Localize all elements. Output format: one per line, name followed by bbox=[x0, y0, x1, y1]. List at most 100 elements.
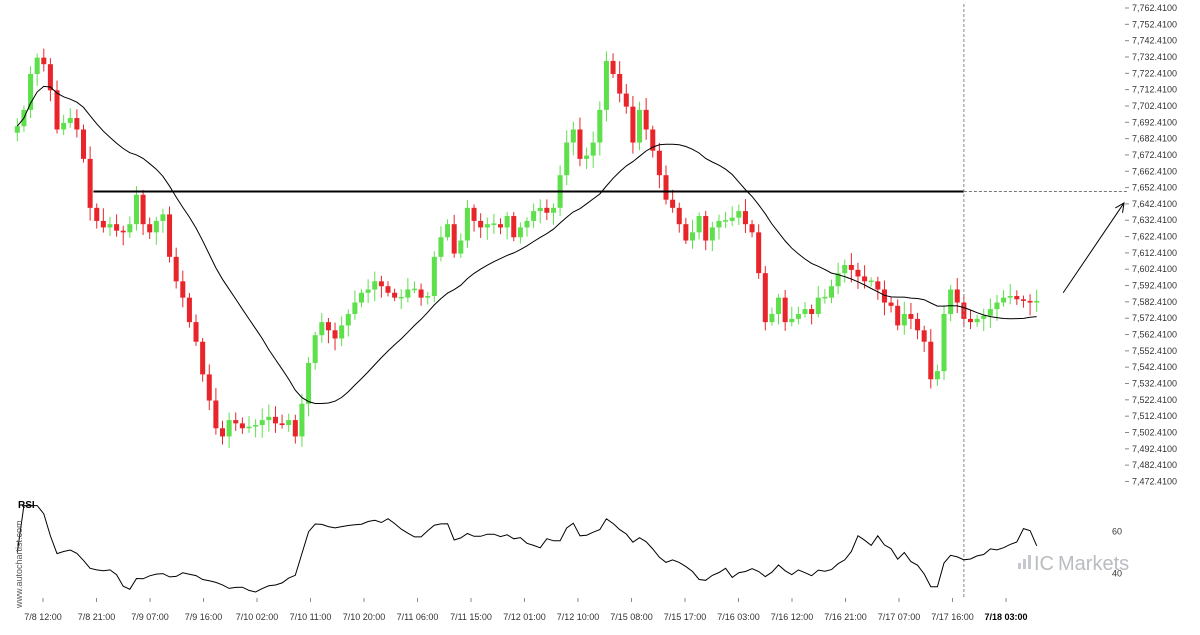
candle-body bbox=[994, 302, 1000, 310]
price-tick-label: 7,572.4100 bbox=[1132, 313, 1177, 323]
time-tick-label: 7/17 16:00 bbox=[931, 612, 974, 622]
candle bbox=[1034, 289, 1040, 312]
candle bbox=[590, 131, 596, 168]
candle bbox=[689, 219, 695, 249]
candle-body bbox=[200, 341, 206, 375]
candle-body bbox=[74, 118, 80, 130]
candle bbox=[292, 414, 298, 444]
candle-body bbox=[862, 276, 868, 282]
candle-body bbox=[531, 211, 537, 221]
candle-body bbox=[239, 423, 245, 429]
candle bbox=[577, 117, 583, 167]
candle-body bbox=[398, 296, 404, 299]
candle bbox=[663, 165, 669, 205]
candle-body bbox=[319, 322, 325, 336]
candle-body bbox=[100, 220, 106, 228]
candle bbox=[517, 222, 523, 244]
price-tick-label: 7,522.4100 bbox=[1132, 395, 1177, 405]
candle bbox=[709, 221, 715, 252]
candle-body bbox=[226, 420, 232, 437]
candle-body bbox=[67, 118, 73, 123]
candle-body bbox=[359, 292, 365, 303]
candle-body bbox=[736, 211, 742, 218]
candle bbox=[570, 121, 576, 156]
candle-body bbox=[895, 305, 901, 326]
candle bbox=[299, 393, 305, 447]
candle bbox=[332, 322, 338, 351]
candle bbox=[28, 66, 34, 119]
candle bbox=[901, 301, 907, 335]
projection-arrow-head bbox=[1115, 202, 1125, 213]
candle bbox=[491, 213, 497, 234]
candle-body bbox=[974, 318, 980, 323]
candle bbox=[650, 125, 656, 158]
candle-body bbox=[597, 109, 603, 143]
candle-body bbox=[795, 313, 801, 319]
candle-body bbox=[385, 286, 391, 293]
candle bbox=[855, 262, 861, 289]
candle bbox=[114, 214, 120, 237]
candle-body bbox=[802, 309, 808, 314]
candle-body bbox=[742, 211, 748, 225]
candle-body bbox=[54, 90, 60, 130]
candle-body bbox=[769, 313, 775, 323]
candle-body bbox=[279, 423, 285, 425]
candle bbox=[160, 208, 166, 233]
candle bbox=[478, 213, 484, 238]
price-tick-label: 7,622.4100 bbox=[1132, 232, 1177, 242]
candle-body bbox=[948, 289, 954, 314]
candle bbox=[954, 278, 960, 314]
candle-body bbox=[41, 57, 47, 65]
candle bbox=[153, 216, 159, 245]
candle bbox=[683, 217, 689, 244]
candle-body bbox=[776, 297, 782, 314]
price-tick-label: 7,752.4100 bbox=[1132, 19, 1177, 29]
moving-average-layer bbox=[16, 85, 1037, 404]
candle-body bbox=[28, 73, 34, 110]
time-tick-label: 7/11 06:00 bbox=[397, 612, 439, 622]
candle bbox=[107, 216, 113, 237]
candle bbox=[140, 190, 146, 236]
candle-body bbox=[411, 288, 417, 291]
candle bbox=[1001, 290, 1007, 307]
price-tick-label: 7,692.4100 bbox=[1132, 117, 1177, 127]
candle-body bbox=[564, 142, 570, 176]
candle bbox=[471, 204, 477, 232]
rsi-tick-label: 40 bbox=[1112, 568, 1122, 578]
candle bbox=[835, 262, 841, 295]
candle-body bbox=[292, 420, 298, 437]
candle-body bbox=[815, 297, 821, 314]
candle bbox=[80, 124, 87, 163]
candle bbox=[438, 226, 444, 262]
candle bbox=[392, 288, 398, 302]
candle-body bbox=[167, 214, 173, 257]
candle bbox=[411, 281, 417, 294]
candle bbox=[584, 147, 590, 170]
time-tick-label: 7/11 15:00 bbox=[450, 612, 492, 622]
candle-body bbox=[723, 220, 729, 222]
candle-body bbox=[650, 129, 656, 151]
candle-body bbox=[981, 315, 987, 319]
projection-layer bbox=[963, 4, 1125, 598]
candle bbox=[756, 224, 762, 279]
candles-layer bbox=[14, 48, 1040, 448]
candle bbox=[233, 412, 239, 431]
candle bbox=[623, 83, 629, 114]
candle-body bbox=[372, 281, 378, 290]
candle bbox=[610, 53, 616, 78]
candle-body bbox=[696, 216, 702, 233]
candle bbox=[147, 217, 153, 240]
candle-body bbox=[749, 224, 755, 233]
candle-body bbox=[921, 330, 927, 342]
candle bbox=[286, 413, 292, 432]
candle bbox=[981, 308, 987, 332]
price-tick-label: 7,612.4100 bbox=[1132, 248, 1177, 258]
candle bbox=[206, 364, 212, 411]
candle bbox=[372, 271, 378, 302]
candle bbox=[431, 251, 437, 303]
candle-body bbox=[756, 232, 762, 274]
candle bbox=[100, 208, 106, 233]
candle-body bbox=[352, 302, 358, 314]
candle-body bbox=[87, 158, 93, 208]
